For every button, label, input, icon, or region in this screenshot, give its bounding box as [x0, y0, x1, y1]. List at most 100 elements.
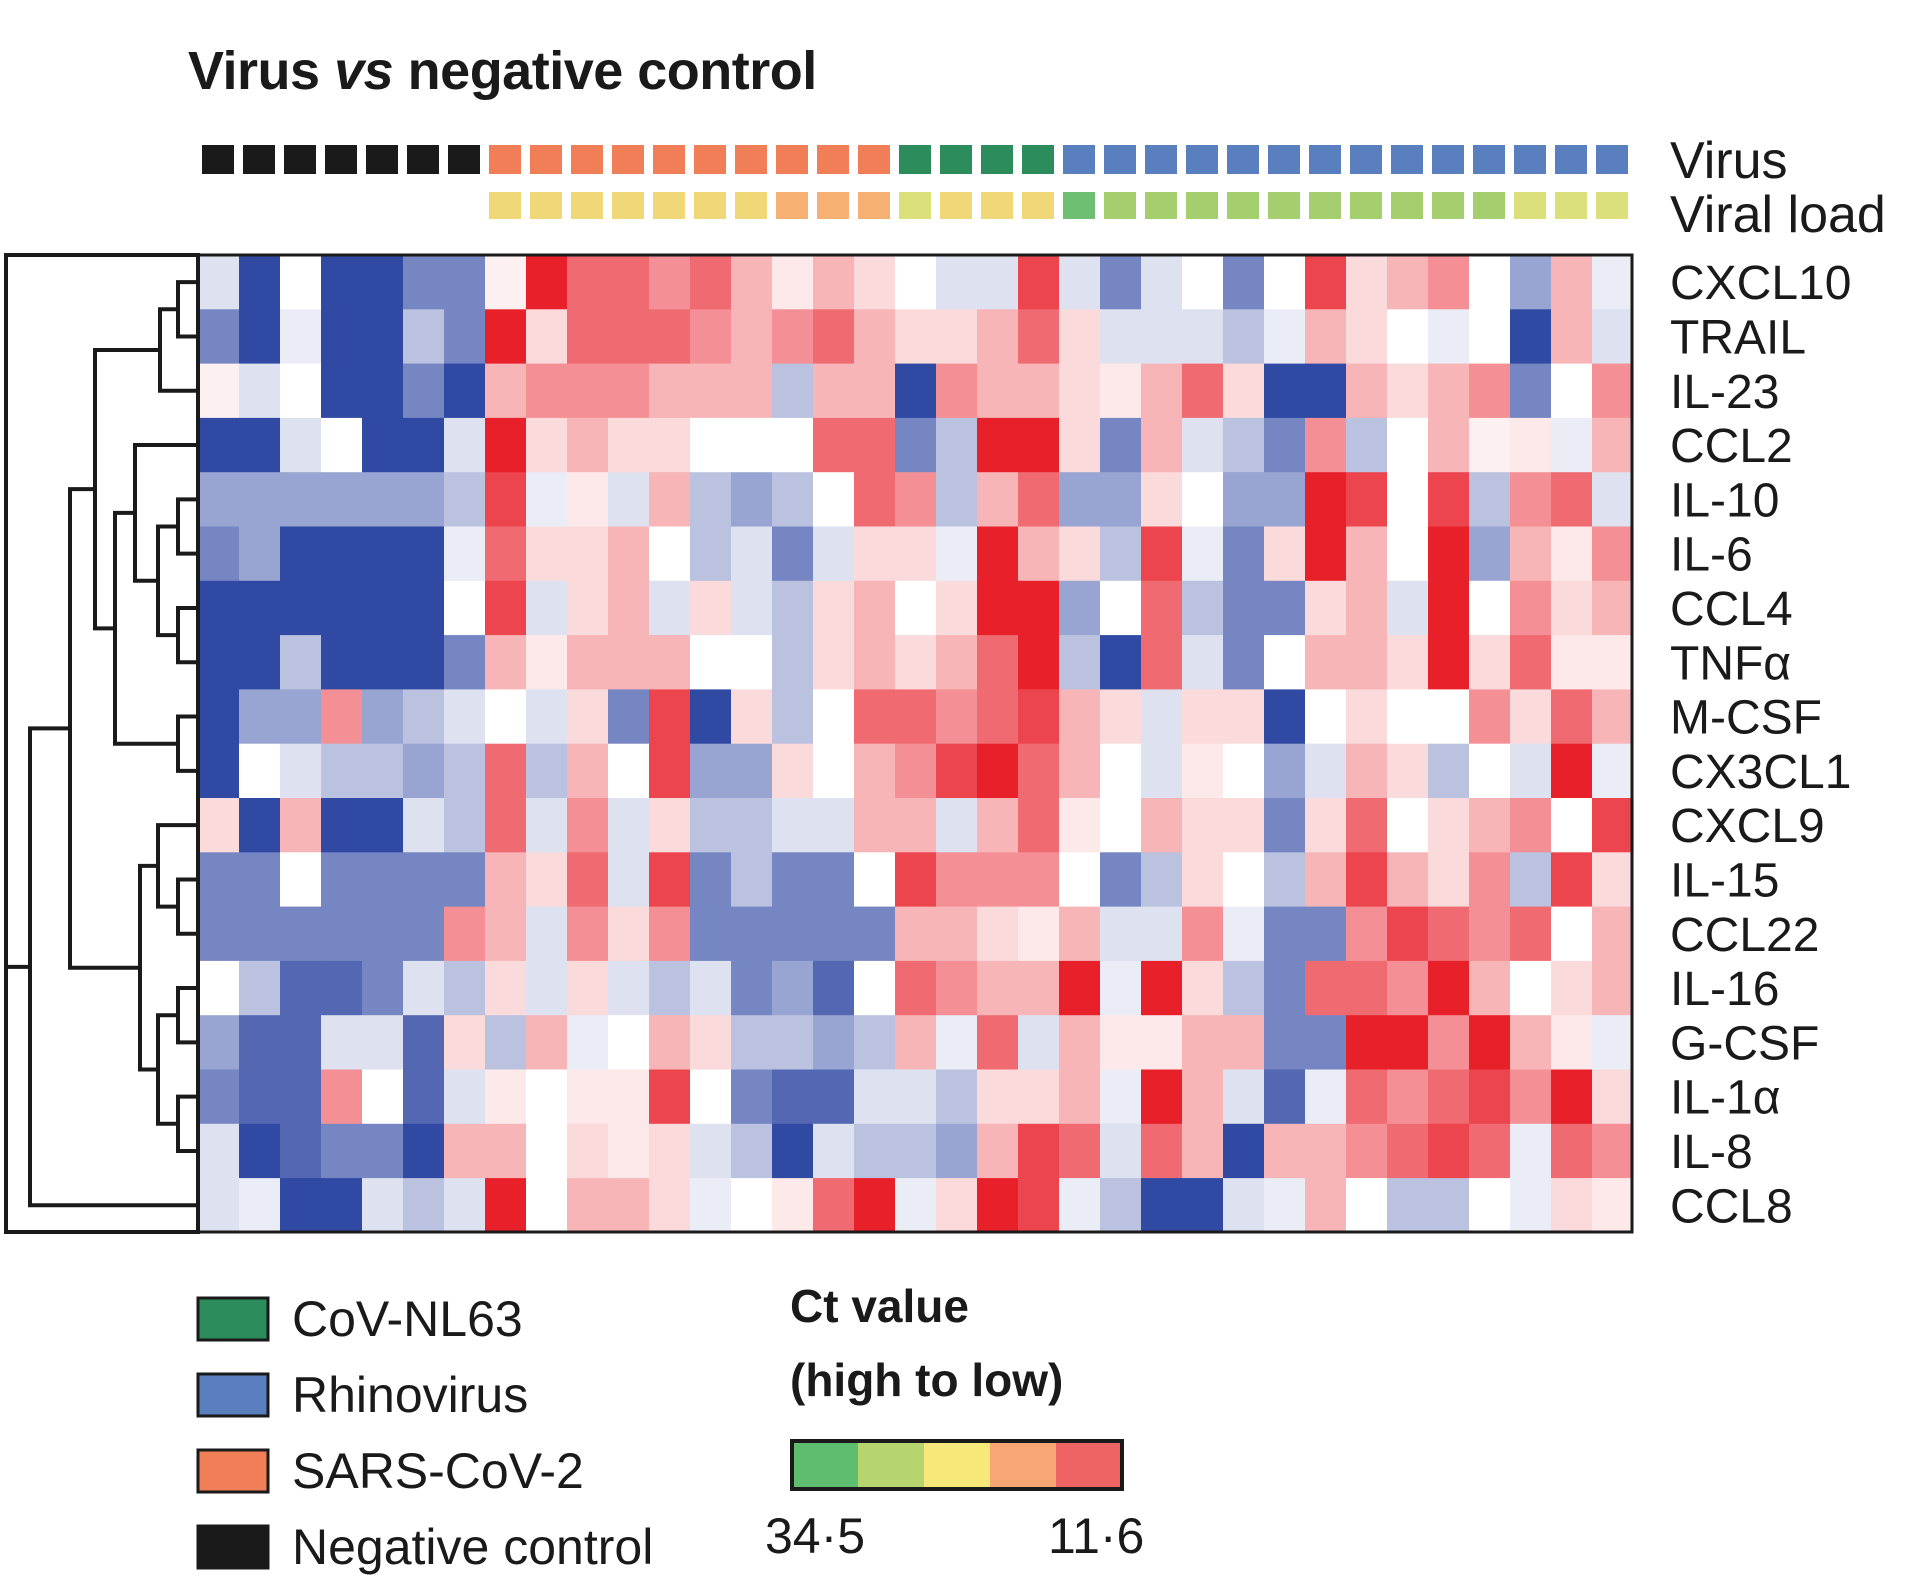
heatmap-cell: [1018, 743, 1060, 799]
heatmap-cell: [1305, 743, 1347, 799]
virus-track-cell: [1555, 145, 1587, 174]
heatmap-cell: [854, 1123, 896, 1179]
heatmap-cell: [1059, 309, 1101, 365]
heatmap-cell: [567, 743, 609, 799]
heatmap-cell: [567, 1123, 609, 1179]
heatmap-cell: [403, 689, 445, 745]
heatmap-cell: [1346, 798, 1388, 853]
heatmap-cell: [1305, 309, 1347, 365]
heatmap-cell: [854, 580, 896, 636]
heatmap-cell: [1305, 1178, 1347, 1233]
heatmap-cell: [444, 309, 486, 365]
heatmap-cell: [1592, 526, 1634, 582]
row-label: CCL4: [1670, 583, 1793, 636]
heatmap-cell: [977, 906, 1019, 962]
heatmap-cell: [1592, 417, 1634, 473]
heatmap-cell: [403, 526, 445, 582]
scale-border: [790, 1439, 1124, 1491]
heatmap-cell: [1510, 1178, 1552, 1233]
heatmap-cell: [1223, 743, 1265, 799]
heatmap-cell: [854, 255, 896, 310]
heatmap-cell: [854, 309, 896, 365]
heatmap-cell: [567, 580, 609, 636]
dendrogram-branch: [176, 605, 198, 665]
heatmap-cell: [239, 1178, 281, 1233]
heatmap-cell: [1346, 1015, 1388, 1071]
virus-track: [202, 145, 1628, 174]
heatmap-cell: [1223, 417, 1265, 473]
heatmap-cell: [1592, 1123, 1634, 1179]
heatmap-cell: [1469, 526, 1511, 582]
heatmap-cell: [485, 417, 527, 473]
heatmap-cell: [813, 472, 855, 528]
heatmap-cell: [813, 798, 855, 853]
heatmap-cell: [403, 960, 445, 1016]
heatmap-cell: [608, 417, 650, 473]
heatmap-cell: [690, 417, 732, 473]
heatmap-cell: [485, 363, 527, 419]
heatmap-cell: [321, 798, 363, 853]
heatmap-cell: [977, 472, 1019, 528]
heatmap-cell: [403, 580, 445, 636]
heatmap-cell: [690, 363, 732, 419]
ct-value-color-scale: Ct value (high to low) 34·5 11·6: [765, 1280, 1144, 1564]
heatmap-cell: [444, 417, 486, 473]
heatmap-cell: [198, 1123, 240, 1179]
heatmap-cell: [731, 798, 773, 853]
heatmap-cell: [1305, 960, 1347, 1016]
heatmap-cell: [649, 960, 691, 1016]
heatmap-cell: [1428, 906, 1470, 962]
scale-segment: [858, 1441, 925, 1489]
heatmap-cell: [1264, 472, 1306, 528]
heatmap-cell: [198, 309, 240, 365]
heatmap-cell: [444, 580, 486, 636]
row-label: CXCL9: [1670, 800, 1825, 853]
heatmap-cell: [239, 852, 281, 908]
heatmap-cell: [1305, 526, 1347, 582]
heatmap-cell: [1223, 1123, 1265, 1179]
heatmap-cell: [1551, 526, 1593, 582]
heatmap-cell: [977, 1178, 1019, 1233]
heatmap-cell: [1223, 1015, 1265, 1071]
heatmap-cell: [1592, 1178, 1634, 1233]
heatmap-cell: [198, 526, 240, 582]
heatmap-cell: [1510, 580, 1552, 636]
heatmap-cell: [362, 635, 404, 690]
heatmap-cell: [731, 743, 773, 799]
heatmap-cell: [813, 255, 855, 310]
heatmap-cell: [526, 906, 568, 962]
heatmap-cell: [485, 906, 527, 962]
row-labels: CXCL10TRAILIL-23CCL2IL-10IL-6CCL4TNFαM-C…: [1670, 257, 1851, 1233]
heatmap-cell: [1592, 635, 1634, 690]
heatmap-cell: [1059, 689, 1101, 745]
heatmap-cell: [239, 1069, 281, 1125]
heatmap-cell: [895, 852, 937, 908]
dendrogram-branch: [176, 1094, 198, 1153]
heatmap-cell: [977, 255, 1019, 310]
scale-segment: [792, 1441, 859, 1489]
viral-load-cell: [1432, 192, 1464, 219]
heatmap-cell: [526, 1178, 568, 1233]
virus-track-cell: [448, 145, 480, 174]
heatmap-cell: [772, 363, 814, 419]
row-label: IL-1α: [1670, 1072, 1780, 1125]
viral-load-cell: [1391, 192, 1423, 219]
heatmap-cell: [977, 363, 1019, 419]
heatmap-cell: [690, 1123, 732, 1179]
viral-load-cell: [1555, 192, 1587, 219]
heatmap-cell: [1264, 689, 1306, 745]
heatmap-cell: [526, 1015, 568, 1071]
heatmap-cell: [1182, 1069, 1224, 1125]
heatmap-cell: [239, 526, 281, 582]
heatmap-cell: [772, 472, 814, 528]
heatmap-cell: [567, 960, 609, 1016]
heatmap-cell: [1510, 960, 1552, 1016]
scale-min-label: 34·5: [765, 1508, 865, 1564]
scale-segment: [1056, 1441, 1123, 1489]
heatmap-cell: [444, 906, 486, 962]
heatmap-cell: [526, 1069, 568, 1125]
heatmap-cell: [567, 472, 609, 528]
heatmap-cell: [731, 309, 773, 365]
scale-title-line2: (high to low): [790, 1354, 1063, 1406]
heatmap-cell: [1141, 363, 1183, 419]
